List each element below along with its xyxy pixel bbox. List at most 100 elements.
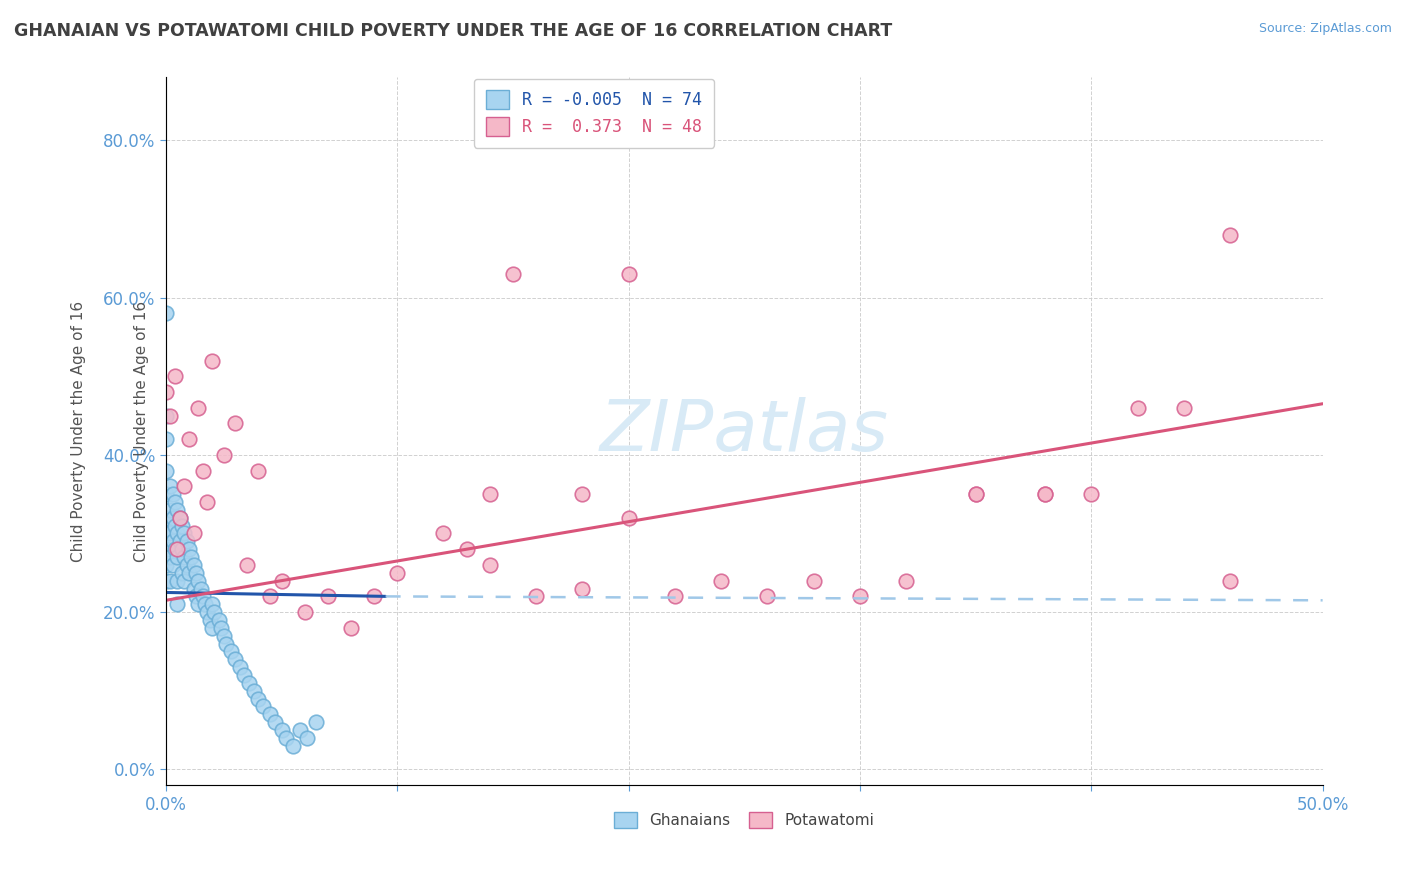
Point xyxy=(965,487,987,501)
Point xyxy=(166,597,188,611)
Point xyxy=(159,409,181,423)
Point xyxy=(617,267,640,281)
Point xyxy=(173,574,195,588)
Point xyxy=(340,621,363,635)
Point xyxy=(236,558,259,572)
Text: Source: ZipAtlas.com: Source: ZipAtlas.com xyxy=(1258,22,1392,36)
Point xyxy=(571,582,593,596)
Point xyxy=(1033,487,1056,501)
Point xyxy=(197,605,219,619)
Point xyxy=(176,534,198,549)
Point xyxy=(233,668,256,682)
Point xyxy=(177,542,200,557)
Point xyxy=(198,613,221,627)
Point xyxy=(247,691,270,706)
Point xyxy=(1126,401,1149,415)
Point xyxy=(295,731,318,745)
Point xyxy=(190,582,212,596)
Point xyxy=(184,566,207,580)
Text: ZIPatlas: ZIPatlas xyxy=(600,397,889,466)
Point xyxy=(180,550,202,565)
Point xyxy=(1219,574,1241,588)
Point xyxy=(524,590,547,604)
Point xyxy=(162,510,184,524)
Point xyxy=(155,464,177,478)
Point xyxy=(276,731,298,745)
Point xyxy=(155,574,177,588)
Point xyxy=(294,605,316,619)
Point xyxy=(173,479,195,493)
Point xyxy=(194,597,217,611)
Point xyxy=(177,432,200,446)
Point xyxy=(162,487,184,501)
Point xyxy=(259,590,281,604)
Point xyxy=(166,574,188,588)
Point xyxy=(155,510,177,524)
Legend: Ghanaians, Potawatomi: Ghanaians, Potawatomi xyxy=(609,805,880,834)
Point xyxy=(478,558,501,572)
Point xyxy=(159,526,181,541)
Point xyxy=(165,518,187,533)
Point xyxy=(165,369,187,384)
Point xyxy=(215,636,238,650)
Point xyxy=(305,715,328,730)
Point xyxy=(219,644,242,658)
Point xyxy=(432,526,454,541)
Point xyxy=(247,464,270,478)
Point xyxy=(456,542,478,557)
Point xyxy=(173,550,195,565)
Point xyxy=(155,384,177,399)
Point xyxy=(169,510,191,524)
Point xyxy=(270,723,292,737)
Point xyxy=(155,409,177,423)
Point xyxy=(166,542,188,557)
Point xyxy=(316,590,339,604)
Point xyxy=(183,582,205,596)
Point xyxy=(238,676,260,690)
Point xyxy=(288,723,311,737)
Point xyxy=(201,621,224,635)
Point xyxy=(212,629,235,643)
Point xyxy=(155,542,177,557)
Point xyxy=(165,542,187,557)
Point xyxy=(896,574,918,588)
Point xyxy=(502,267,524,281)
Point xyxy=(803,574,825,588)
Point xyxy=(162,558,184,572)
Point xyxy=(169,534,191,549)
Point xyxy=(166,550,188,565)
Point xyxy=(166,526,188,541)
Point xyxy=(197,495,219,509)
Point xyxy=(159,550,181,565)
Point xyxy=(664,590,686,604)
Point xyxy=(183,526,205,541)
Point xyxy=(173,526,195,541)
Point xyxy=(159,574,181,588)
Point xyxy=(229,660,252,674)
Point xyxy=(252,699,274,714)
Point xyxy=(155,432,177,446)
Point xyxy=(184,590,207,604)
Point xyxy=(155,526,177,541)
Point xyxy=(159,479,181,493)
Point xyxy=(155,487,177,501)
Point xyxy=(270,574,292,588)
Point xyxy=(617,510,640,524)
Point xyxy=(756,590,779,604)
Point xyxy=(191,464,214,478)
Point xyxy=(155,306,177,320)
Point xyxy=(259,707,281,722)
Point xyxy=(281,739,304,753)
Point xyxy=(169,510,191,524)
Point xyxy=(165,495,187,509)
Y-axis label: Child Poverty Under the Age of 16: Child Poverty Under the Age of 16 xyxy=(72,301,86,562)
Point xyxy=(571,487,593,501)
Point xyxy=(263,715,285,730)
Point xyxy=(363,590,385,604)
Y-axis label: Child Poverty Under the Age of 16: Child Poverty Under the Age of 16 xyxy=(134,301,149,562)
Point xyxy=(385,566,408,580)
Point xyxy=(1219,227,1241,242)
Point xyxy=(187,574,209,588)
Point xyxy=(849,590,872,604)
Point xyxy=(1080,487,1102,501)
